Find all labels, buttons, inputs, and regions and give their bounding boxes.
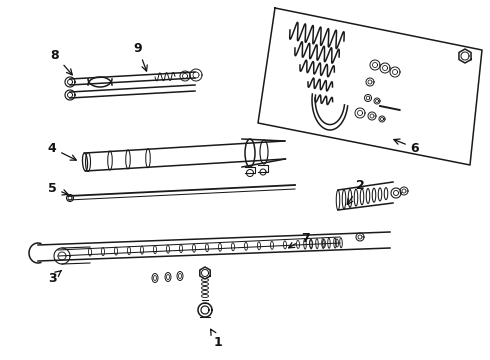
Text: 7: 7	[289, 231, 309, 248]
Text: 2: 2	[347, 179, 365, 204]
Text: 1: 1	[211, 329, 222, 348]
Text: 6: 6	[394, 139, 419, 154]
Text: 9: 9	[134, 41, 147, 71]
Text: 4: 4	[48, 141, 76, 160]
Text: 8: 8	[50, 49, 72, 75]
Text: 3: 3	[48, 270, 61, 284]
Text: 5: 5	[48, 181, 68, 195]
